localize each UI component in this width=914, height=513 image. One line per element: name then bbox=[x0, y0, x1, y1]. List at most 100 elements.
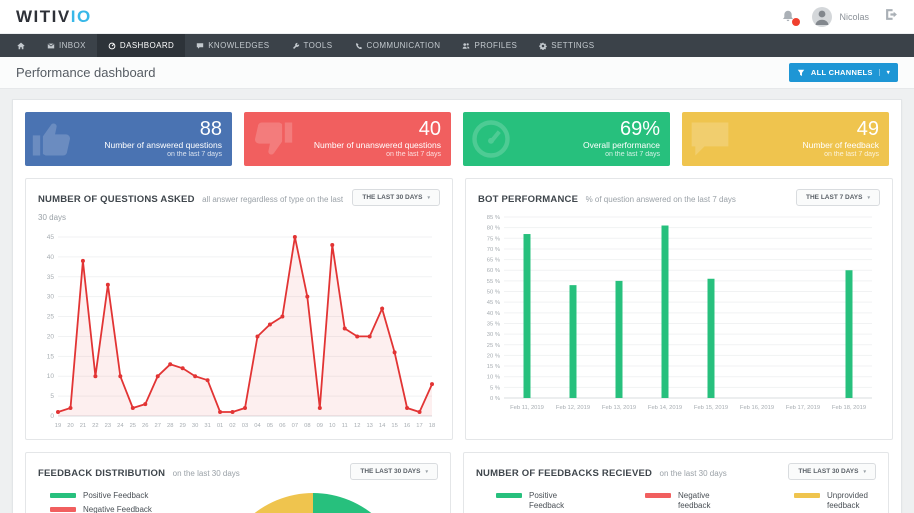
dashboard-card: 88 Number of answered questions on the l… bbox=[12, 99, 902, 513]
svg-text:10: 10 bbox=[329, 423, 335, 429]
panel-title: FEEDBACK DISTRIBUTION bbox=[38, 468, 166, 479]
questions-range-filter[interactable]: THE LAST 30 DAYS ▾ bbox=[352, 189, 440, 206]
svg-text:02: 02 bbox=[229, 423, 235, 429]
stat-card-unanswered: 40 Number of unanswered questions on the… bbox=[244, 112, 451, 166]
svg-text:Feb 16, 2019: Feb 16, 2019 bbox=[740, 405, 774, 411]
nav-item-knowledges[interactable]: KNOWLEDGES bbox=[185, 34, 280, 57]
pie-legend: Positive Feedback Negative Feedback Unpr… bbox=[38, 491, 188, 513]
range-filter-label: THE LAST 7 DAYS bbox=[806, 194, 863, 201]
user-name: Nicolas bbox=[839, 11, 869, 22]
stat-card-answered: 88 Number of answered questions on the l… bbox=[25, 112, 232, 166]
performance-range-filter[interactable]: THE LAST 7 DAYS ▾ bbox=[796, 189, 880, 206]
svg-text:45 %: 45 % bbox=[487, 300, 500, 306]
svg-text:21: 21 bbox=[80, 423, 86, 429]
nav-item-label: TOOLS bbox=[303, 41, 333, 50]
svg-text:17: 17 bbox=[416, 423, 422, 429]
feedback-pie-chart bbox=[218, 493, 408, 513]
panel-titles: FEEDBACK DISTRIBUTION on the last 30 day… bbox=[38, 463, 240, 481]
stat-card-performance: 69% Overall performance on the last 7 da… bbox=[463, 112, 670, 166]
panel-header: FEEDBACK DISTRIBUTION on the last 30 day… bbox=[38, 463, 438, 481]
panel-questions-asked: NUMBER OF QUESTIONS ASKED all answer reg… bbox=[25, 178, 453, 440]
svg-text:22: 22 bbox=[92, 423, 98, 429]
stat-period: on the last 7 days bbox=[386, 151, 441, 159]
nav-item-label: COMMUNICATION bbox=[366, 41, 441, 50]
legend-item-negative[interactable]: Negative Feedback bbox=[50, 505, 188, 513]
svg-text:13: 13 bbox=[366, 423, 372, 429]
page-title: Performance dashboard bbox=[16, 65, 156, 80]
thumbs-up-icon bbox=[32, 123, 70, 156]
svg-text:75 %: 75 % bbox=[487, 236, 500, 242]
all-channels-button[interactable]: ALL CHANNELS ▾ bbox=[788, 63, 898, 82]
negative-swatch bbox=[645, 493, 671, 498]
svg-text:0: 0 bbox=[50, 413, 54, 420]
panel-subtitle: on the last 30 days bbox=[659, 469, 727, 478]
nav-item-tools[interactable]: TOOLS bbox=[281, 34, 344, 57]
svg-text:35 %: 35 % bbox=[487, 321, 500, 327]
svg-text:0 %: 0 % bbox=[490, 396, 500, 402]
logo[interactable]: WITIVIO bbox=[16, 7, 92, 27]
stat-value: 88 bbox=[199, 118, 222, 140]
profiles-icon bbox=[463, 42, 470, 49]
negative-swatch bbox=[50, 507, 76, 512]
svg-text:20 %: 20 % bbox=[487, 353, 500, 359]
svg-text:85 %: 85 % bbox=[487, 215, 500, 221]
panel-feedback-distribution: FEEDBACK DISTRIBUTION on the last 30 day… bbox=[25, 452, 451, 513]
legend-label: Unprovided feedback bbox=[827, 491, 868, 510]
svg-text:25: 25 bbox=[130, 423, 136, 429]
nav-item-dashboard[interactable]: DASHBOARD bbox=[96, 34, 186, 57]
feedback-distribution-body: Positive Feedback Negative Feedback Unpr… bbox=[38, 491, 438, 513]
legend-item-negative[interactable]: Negative feedback bbox=[645, 491, 722, 511]
performance-bar-chart: 0 % 5 % 10 % 15 % 20 % 25 % 30 % 35 % 40 % 45 % 50… bbox=[487, 215, 872, 411]
legend-item-positive[interactable]: Positive Feedback bbox=[50, 491, 188, 500]
legend-item-positive[interactable]: Positive Feedback bbox=[496, 491, 573, 511]
feedback-count-range-filter[interactable]: THE LAST 30 DAYS ▾ bbox=[788, 463, 876, 480]
notifications-button[interactable] bbox=[781, 9, 801, 26]
bar-legend: Positive Feedback Negative feedback Unpr… bbox=[496, 491, 876, 511]
svg-text:31: 31 bbox=[204, 423, 210, 429]
legend-item-unprovided[interactable]: Unprovided feedback bbox=[794, 491, 871, 511]
panel-title: BOT PERFORMANCE bbox=[478, 194, 579, 205]
svg-text:35: 35 bbox=[47, 274, 55, 281]
dashboard-icon bbox=[108, 42, 116, 49]
nav-item-home[interactable] bbox=[6, 34, 36, 57]
svg-text:70 %: 70 % bbox=[487, 247, 500, 253]
svg-text:07: 07 bbox=[292, 423, 298, 429]
range-filter-label: THE LAST 30 DAYS bbox=[798, 468, 859, 475]
stat-label: Number of feedback bbox=[802, 140, 879, 150]
inbox-icon bbox=[47, 42, 55, 48]
knowledges-icon bbox=[196, 42, 204, 49]
logo-text-accent: IO bbox=[70, 6, 92, 26]
comment-icon bbox=[691, 122, 729, 156]
svg-text:10 %: 10 % bbox=[487, 375, 500, 381]
svg-text:30: 30 bbox=[192, 423, 198, 429]
stat-label: Overall performance bbox=[582, 140, 660, 150]
stat-period: on the last 7 days bbox=[824, 151, 879, 159]
svg-text:15: 15 bbox=[47, 353, 55, 360]
chevron-down-icon: ▾ bbox=[878, 69, 890, 76]
charts-row-bottom: FEEDBACK DISTRIBUTION on the last 30 day… bbox=[25, 452, 889, 513]
svg-text:18: 18 bbox=[429, 423, 435, 429]
logout-button[interactable] bbox=[885, 8, 898, 26]
svg-text:15: 15 bbox=[391, 423, 397, 429]
stat-card-feedback: 49 Number of feedback on the last 7 days bbox=[682, 112, 889, 166]
svg-text:19: 19 bbox=[55, 423, 61, 429]
panel-header: NUMBER OF QUESTIONS ASKED all answer reg… bbox=[38, 189, 440, 225]
content-area: 88 Number of answered questions on the l… bbox=[0, 89, 914, 513]
nav-item-settings[interactable]: SETTINGS bbox=[528, 34, 605, 57]
panel-header: BOT PERFORMANCE % of question answered o… bbox=[478, 189, 880, 207]
svg-text:30 %: 30 % bbox=[487, 332, 500, 338]
svg-text:14: 14 bbox=[379, 423, 386, 429]
svg-text:55 %: 55 % bbox=[487, 279, 500, 285]
panel-titles: NUMBER OF QUESTIONS ASKED all answer reg… bbox=[38, 189, 352, 225]
panel-subtitle: on the last 30 days bbox=[172, 469, 240, 478]
legend-label: Positive Feedback bbox=[83, 491, 149, 500]
nav-item-communication[interactable]: COMMUNICATION bbox=[344, 34, 452, 57]
user-menu[interactable]: Nicolas bbox=[812, 6, 869, 27]
svg-text:12: 12 bbox=[354, 423, 360, 429]
feedback-dist-range-filter[interactable]: THE LAST 30 DAYS ▾ bbox=[350, 463, 438, 480]
svg-text:60 %: 60 % bbox=[487, 268, 500, 274]
nav-item-inbox[interactable]: INBOX bbox=[36, 34, 97, 57]
nav-item-profiles[interactable]: PROFILES bbox=[451, 34, 528, 57]
bell-icon bbox=[783, 10, 794, 22]
